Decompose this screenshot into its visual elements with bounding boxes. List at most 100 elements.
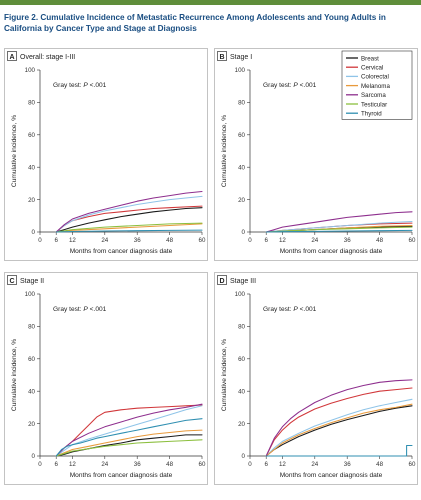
panel-c-x-axis-label: Months from cancer diagnosis date <box>70 472 173 479</box>
panel-c-xtick-label: 6 <box>54 461 58 468</box>
panel-d-xtick-label: 6 <box>264 461 268 468</box>
panel-d-ytick-label: 40 <box>238 388 245 395</box>
panel-d-xtick-label: 60 <box>409 461 416 468</box>
panel-b-ytick-label: 80 <box>238 100 245 107</box>
panel-b-xtick-label: 48 <box>376 237 383 244</box>
panel-c-xtick-label: 12 <box>69 461 76 468</box>
panel-a-ytick-label: 60 <box>28 132 35 139</box>
panel-a-letter-box <box>7 51 17 61</box>
panel-a-letter: A <box>9 54 14 61</box>
panel-c-gray-test: Gray test: P <.001 <box>53 306 107 313</box>
panel-b-ytick-label: 100 <box>235 67 246 74</box>
legend-label-melanoma: Melanoma <box>361 83 390 90</box>
panel-c-chart: C Stage II 0 20 40 60 80 100 0 6 12 24 36 48 60 Months … <box>4 272 208 485</box>
legend-label-thyroid: Thyroid <box>361 111 382 118</box>
panel-d-ytick-label: 60 <box>238 356 245 363</box>
panel-c-xtick-label: 0 <box>38 461 42 468</box>
panel-c-series-breast <box>55 434 203 457</box>
panel-b-title: Stage I <box>230 54 252 61</box>
panel-b-letter: B <box>219 54 224 61</box>
panel-a-xtick-label: 60 <box>199 237 206 244</box>
panel-d-frame <box>214 272 418 485</box>
top-accent-bar <box>0 0 421 5</box>
panel-d-ytick-label: 0 <box>242 453 246 460</box>
panel-d-series-cervical <box>265 387 413 457</box>
panel-b-xtick-label: 24 <box>311 237 318 244</box>
panel-c-series-colorectal <box>55 405 203 457</box>
legend-label-sarcoma: Sarcoma <box>361 92 386 99</box>
panel-b-frame <box>214 48 418 261</box>
panel-a-series-melanoma <box>55 223 203 233</box>
panel-d-xtick-label: 0 <box>248 461 252 468</box>
panel-a-series-thyroid <box>55 229 203 233</box>
panel-c-letter-box <box>7 275 17 285</box>
panel-c-letter: C <box>9 278 14 285</box>
panel-b-ytick-label: 40 <box>238 164 245 171</box>
panel-a-ytick-label: 100 <box>25 67 36 74</box>
panel-a-ytick-label: 0 <box>32 229 36 236</box>
panel-d-xtick-label: 12 <box>279 461 286 468</box>
panel-d-series-melanoma <box>265 403 413 457</box>
panel-a-x-axis-label: Months from cancer diagnosis date <box>70 248 173 255</box>
panel-c-xtick-label: 48 <box>166 461 173 468</box>
panel-d-ytick-label: 80 <box>238 324 245 331</box>
panel-b-letter-box <box>217 51 227 61</box>
legend-label-testicular: Testicular <box>361 101 387 108</box>
panel-a-xtick-label: 48 <box>166 237 173 244</box>
panel-a-gray-test: Gray test: P <.001 <box>53 82 107 89</box>
panel-a-ytick-label: 40 <box>28 164 35 171</box>
panel-a-ytick-label: 80 <box>28 100 35 107</box>
panel-a-frame <box>4 48 208 261</box>
panel-b-ytick-label: 0 <box>242 229 246 236</box>
panel-b-xtick-label: 12 <box>279 237 286 244</box>
panel-c-y-axis-label: Cumulative incidence, % <box>11 339 18 411</box>
panel-a-series-sarcoma <box>55 190 203 233</box>
panel-d-x-axis-label: Months from cancer diagnosis date <box>280 472 383 479</box>
panel-d-chart: D Stage III 0 20 40 60 80 100 0 6 12 24 36 48 60 Months… <box>214 272 418 485</box>
panel-d-series-breast <box>265 405 413 457</box>
panel-b-x-axis-label: Months from cancer diagnosis date <box>280 248 383 255</box>
panel-d-title: Stage III <box>230 278 256 285</box>
panel-d-y-axis-label: Cumulative incidence, % <box>221 339 228 411</box>
panel-c-ytick-label: 0 <box>32 453 36 460</box>
panel-b-ytick-label: 60 <box>238 132 245 139</box>
panel-a-xtick-label: 12 <box>69 237 76 244</box>
panel-d-xtick-label: 24 <box>311 461 318 468</box>
panel-b-gray-test: Gray test: P <.001 <box>263 82 317 89</box>
panel-d-gray-test: Gray test: P <.001 <box>263 306 317 313</box>
panel-c-ytick-label: 100 <box>25 291 36 298</box>
panel-c-series-sarcoma <box>55 403 203 457</box>
panel-a-y-axis-label: Cumulative incidence, % <box>11 115 18 187</box>
panel-b-series-colorectal <box>265 220 413 233</box>
panel-c-series-melanoma <box>55 429 203 457</box>
panel-a-xtick-label: 36 <box>134 237 141 244</box>
panel-b-xtick-label: 0 <box>248 237 252 244</box>
panel-c-series-thyroid <box>55 418 203 457</box>
panel-a-ytick-label: 20 <box>28 197 35 204</box>
panel-d-letter: D <box>219 278 224 285</box>
panel-a-series-breast <box>55 207 203 233</box>
panel-c-title: Stage II <box>20 278 44 285</box>
panel-d-letter-box <box>217 275 227 285</box>
panel-b-series-thyroid <box>265 229 413 233</box>
panel-b-ytick-label: 20 <box>238 197 245 204</box>
panel-d-series-thyroid <box>265 444 413 457</box>
panel-d-xtick-label: 36 <box>344 461 351 468</box>
panel-b-xtick-label: 60 <box>409 237 416 244</box>
panel-a-series-colorectal <box>55 195 203 233</box>
panel-b-y-axis-label: Cumulative incidence, % <box>221 115 228 187</box>
panel-a-xtick-label: 0 <box>38 237 42 244</box>
legend-label-cervical: Cervical <box>361 65 383 72</box>
panel-a-chart: A Overall: stage I-III 0 20 40 60 80 100 0 6 12 24 3… <box>4 48 208 261</box>
panel-c-ytick-label: 60 <box>28 356 35 363</box>
panel-d-series-sarcoma <box>265 379 413 457</box>
panel-a-title: Overall: stage I-III <box>20 54 75 61</box>
figure-title: Figure 2. Cumulative Incidence of Metast… <box>4 13 386 33</box>
panel-c-xtick-label: 24 <box>101 461 108 468</box>
panel-c-frame <box>4 272 208 485</box>
panel-b-xtick-label: 6 <box>264 237 268 244</box>
legend-label-breast: Breast <box>361 55 379 62</box>
panel-c-series-testicular <box>55 439 203 457</box>
legend-label-colorectal: Colorectal <box>361 74 389 81</box>
panel-a-xtick-label: 6 <box>54 237 58 244</box>
